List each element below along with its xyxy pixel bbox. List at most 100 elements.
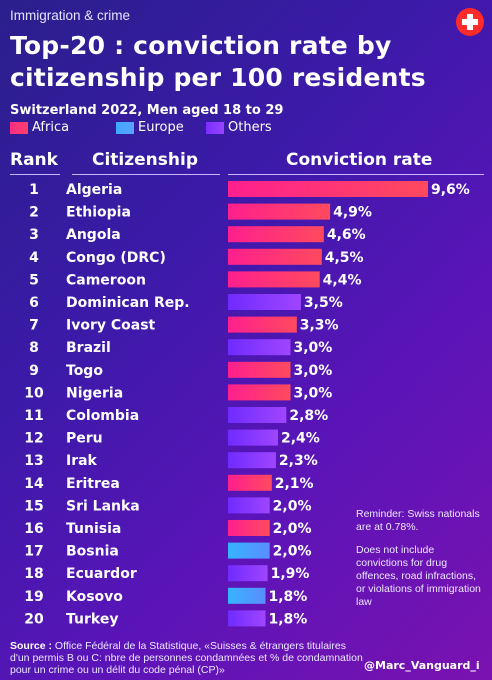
value-label-ivory-coast: 3,3% xyxy=(300,318,339,334)
rank-19: 19 xyxy=(24,589,43,605)
country-label-cameroon: Cameroon xyxy=(66,272,146,288)
bar-tunisia xyxy=(228,520,270,536)
country-label-irak: Irak xyxy=(66,453,98,469)
country-label-nigeria: Nigeria xyxy=(66,385,123,401)
country-label-peru: Peru xyxy=(66,431,103,447)
rank-13: 13 xyxy=(24,453,43,469)
rank-3: 3 xyxy=(29,227,39,243)
note-reminder: Reminder: Swiss nationals are at 0.78%. xyxy=(356,508,480,533)
value-label-nigeria: 3,0% xyxy=(294,385,333,401)
value-label-dominican-rep: 3,5% xyxy=(304,295,343,311)
bar-turkey xyxy=(228,610,266,627)
country-label-togo: Togo xyxy=(66,363,103,379)
value-label-tunisia: 2,0% xyxy=(273,521,312,537)
rank-4: 4 xyxy=(29,250,39,266)
rank-15: 15 xyxy=(24,498,43,514)
column-header-rate: Conviction rate xyxy=(286,150,433,170)
bar-irak xyxy=(228,452,276,469)
legend-swatch-africa xyxy=(10,122,28,134)
bar-sri-lanka xyxy=(228,497,270,514)
value-label-bosnia: 2,0% xyxy=(273,544,312,560)
country-label-colombia: Colombia xyxy=(66,408,139,424)
bar-congo-drc xyxy=(228,248,322,265)
value-label-turkey: 1,8% xyxy=(269,611,308,627)
value-label-ethiopia: 4,9% xyxy=(333,205,372,221)
bar-kosovo xyxy=(228,587,266,604)
source: Source : Office Fédéral de la Statistiqu… xyxy=(10,640,366,676)
title-line-2: citizenship per 100 residents xyxy=(10,63,426,92)
country-label-algeria: Algeria xyxy=(66,182,122,198)
rank-9: 9 xyxy=(29,363,39,379)
column-header-citizenship: Citizenship xyxy=(92,150,199,170)
bar-ecuardor xyxy=(228,565,268,582)
rank-17: 17 xyxy=(24,544,43,560)
value-label-brazil: 3,0% xyxy=(294,340,333,356)
bar-brazil xyxy=(228,339,291,356)
value-label-colombia: 2,8% xyxy=(289,408,328,424)
rank-8: 8 xyxy=(29,340,39,356)
bar-colombia xyxy=(228,407,287,423)
author-handle: @Marc_Vanguard_i xyxy=(364,659,480,672)
rank-16: 16 xyxy=(24,521,43,537)
source-text: Office Fédéral de la Statistique, «Suiss… xyxy=(10,640,363,676)
bar-bosnia xyxy=(228,542,270,559)
header-divider-rate xyxy=(228,174,484,175)
rank-10: 10 xyxy=(24,385,44,401)
rank-12: 12 xyxy=(24,431,43,447)
legend-label-europe: Europe xyxy=(138,120,184,135)
swiss-flag-icon xyxy=(456,8,484,36)
legend-swatch-others xyxy=(206,122,224,134)
bar-angola xyxy=(228,226,324,243)
value-label-congo-drc: 4,5% xyxy=(325,250,364,266)
country-label-ivory-coast: Ivory Coast xyxy=(66,318,156,334)
country-label-angola: Angola xyxy=(66,227,121,243)
country-label-congo-drc: Congo (DRC) xyxy=(66,250,166,266)
legend-swatch-europe xyxy=(116,122,134,134)
value-label-cameroon: 4,4% xyxy=(323,272,362,288)
value-label-angola: 4,6% xyxy=(327,227,366,243)
rank-14: 14 xyxy=(24,476,44,492)
value-label-togo: 3,0% xyxy=(294,363,333,379)
note-exclusion: Does not include convictions for drug of… xyxy=(356,544,481,608)
value-label-kosovo: 1,8% xyxy=(269,589,308,605)
topline: Immigration & crime xyxy=(10,8,131,23)
notes: Reminder: Swiss nationals are at 0.78%. … xyxy=(356,508,484,619)
value-label-ecuardor: 1,9% xyxy=(271,566,310,582)
country-label-turkey: Turkey xyxy=(66,611,118,627)
rank-5: 5 xyxy=(29,272,39,288)
country-label-ethiopia: Ethiopia xyxy=(66,205,131,221)
conviction-rate-chart: 1 Algeria 9,6% 2 Ethiopia 4,9% 3 Angola 4,6% 4 Con… xyxy=(24,181,428,627)
rank-7: 7 xyxy=(29,318,39,334)
rank-2: 2 xyxy=(29,205,39,221)
value-label-irak: 2,3% xyxy=(279,453,318,469)
legend-label-others: Others xyxy=(228,120,272,135)
header-divider-citizenship xyxy=(72,174,220,175)
subtitle: Switzerland 2022, Men aged 18 to 29 xyxy=(10,103,284,118)
bar-dominican-rep xyxy=(228,294,301,310)
page-title: Top-20 : conviction rate by citizenship … xyxy=(10,30,450,94)
country-label-bosnia: Bosnia xyxy=(66,544,119,560)
bar-cameroon xyxy=(228,271,320,288)
country-label-dominican-rep: Dominican Rep. xyxy=(66,295,190,311)
bar-ethiopia xyxy=(228,203,331,220)
country-label-ecuardor: Ecuardor xyxy=(66,566,137,582)
country-label-tunisia: Tunisia xyxy=(66,521,121,537)
rank-18: 18 xyxy=(24,566,43,582)
title-line-1: Top-20 : conviction rate by xyxy=(10,31,392,60)
rank-11: 11 xyxy=(24,408,43,424)
rank-20: 20 xyxy=(24,611,44,627)
source-label: Source : xyxy=(10,640,53,652)
value-label-peru: 2,4% xyxy=(281,431,320,447)
country-label-eritrea: Eritrea xyxy=(66,476,120,492)
rank-1: 1 xyxy=(29,182,39,198)
bar-togo xyxy=(228,361,291,378)
value-label-eritrea: 2,1% xyxy=(275,476,314,492)
bar-nigeria xyxy=(228,384,291,401)
value-label-sri-lanka: 2,0% xyxy=(273,498,312,514)
column-header-rank: Rank xyxy=(10,150,58,170)
country-label-sri-lanka: Sri Lanka xyxy=(66,498,140,514)
country-label-kosovo: Kosovo xyxy=(66,589,123,605)
header-divider-rank xyxy=(10,174,60,175)
bar-algeria xyxy=(228,181,428,197)
bar-peru xyxy=(228,429,278,446)
